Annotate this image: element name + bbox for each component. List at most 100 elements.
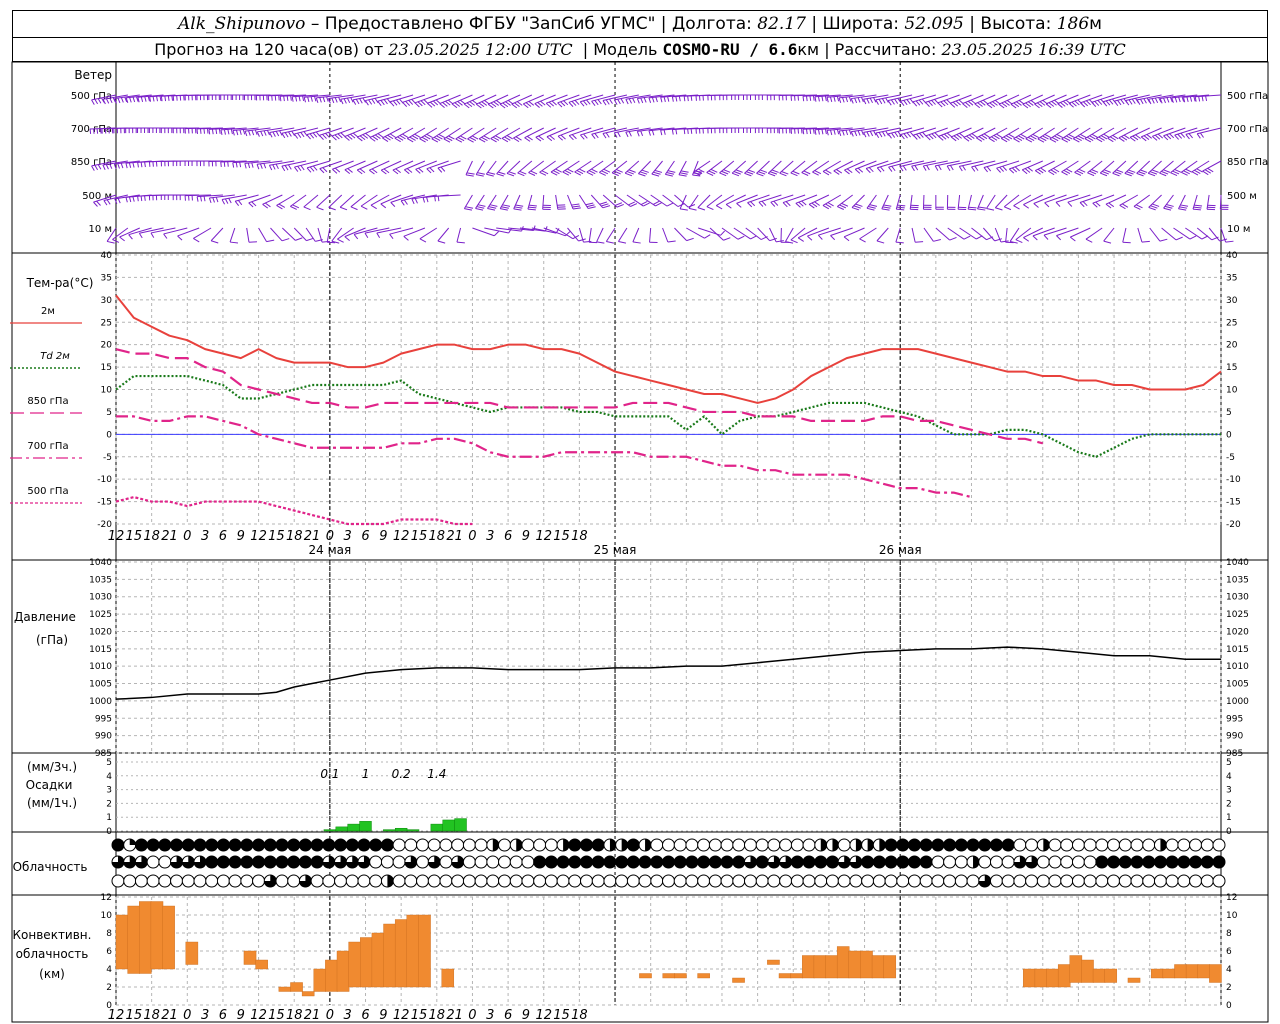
wind-barb-feather [850,131,854,137]
cloud-cover-symbol [720,855,734,869]
wind-barb-shaft [769,227,777,243]
wind-barb-feather [1107,137,1114,143]
wind-barb-feather [1202,170,1209,176]
conv-bar [1046,968,1059,988]
wind-barb-feather [1045,103,1052,109]
cloud-circle [943,874,957,888]
wind-barb-shaft [352,94,378,101]
wind-barb-shaft [588,227,592,243]
wind-barb-shaft [747,194,770,204]
wind-barb-feather [1065,135,1073,140]
wind-barb-feather [667,240,676,243]
cloud-cover-symbol [392,838,406,852]
wind-barb-shaft [959,160,984,167]
wind-barb-feather [881,208,890,211]
wind-barb-feather [679,208,688,211]
wind-barb-feather [340,132,346,138]
cloud-fill-half [387,875,394,887]
wind-barb-shaft [256,160,283,165]
wind-barb-feather [389,233,394,239]
cloud-circle [697,838,711,852]
wind-barb-feather [210,240,219,244]
wind-barb-shaft [797,227,818,239]
wind-barb-feather [471,135,479,140]
wind-barb [337,227,354,243]
temp-tick-right: 0 [1226,430,1232,440]
wind-barb-shaft [382,127,402,139]
wind-barb-shaft [1067,194,1091,203]
wind-barb-feather [408,99,414,105]
wind-barb-feather [620,98,625,104]
wind-barb [487,94,509,109]
wind-barb-feather [915,241,924,243]
wind-barb-feather [1023,237,1030,242]
cloud-cover-symbol [263,874,277,888]
cloud-cover-symbol [825,838,839,852]
wind-barb [550,160,568,176]
wind-barb-shaft [535,127,556,138]
cloud-circle [498,838,512,852]
wind-barb-feather [380,169,387,175]
wind-barb-shaft [306,160,331,169]
wind-barb-shaft [326,227,331,243]
wind-barb [562,160,580,176]
cloud-circle [568,874,582,888]
wind-barb-shaft [1137,94,1162,101]
wind-barb-feather [316,206,324,211]
wind-barb [822,194,842,210]
wind-barb-shaft [1174,127,1198,136]
conv-bar [290,982,303,992]
wind-barb [744,160,758,177]
temp-tick-left: -20 [97,520,112,530]
wind-barb-feather [1174,168,1182,173]
wind-barb-feather [328,131,333,137]
cloud-fill-full [533,856,546,868]
pressure-tick-left: 990 [95,732,112,742]
wind-barb-shaft [888,127,913,135]
wind-barb-feather [235,130,239,136]
cloud-circle [134,874,148,888]
cloud-circle [732,874,746,888]
wind-barb-shaft [280,94,307,97]
wind-barb-shaft [614,94,639,101]
wind-barb [1174,127,1198,140]
wind-barb-feather [433,136,441,142]
wind-barb-feather [895,241,904,244]
wind-barb [443,127,461,143]
cloud-circle [743,838,757,852]
cloud-fill-full [217,856,230,868]
wind-barb-feather [321,240,330,243]
wind-barb-feather [477,204,486,207]
wind-barb-feather [1109,136,1117,141]
wind-barb-shaft [103,194,128,201]
cloud-cover-symbol [1118,874,1132,888]
wind-barb-shaft [578,227,584,243]
cloud-cover-symbol [732,838,746,852]
wind-barb-shaft [782,194,806,204]
conv-hour-label: 6 [219,1008,227,1023]
temp-tick-left: 15 [101,363,112,373]
wind-barb-feather [1067,201,1073,207]
wind-barb-feather [814,129,817,135]
cloud-cover-symbol [298,874,312,888]
cloud-cover-symbol [626,874,640,888]
wind-barb [331,127,354,141]
wind-barb-feather [307,96,310,103]
wind-barb-feather [683,129,686,135]
temp-legend-label: 2м [41,306,55,317]
wind-barb-feather [331,97,335,104]
wind-barb [319,127,342,140]
wind-barb-feather [587,206,596,209]
cloud-fill-full [1095,856,1108,868]
cloud-cover-symbol [1189,838,1203,852]
wind-barb [674,194,696,208]
wind-barb [611,160,628,177]
wind-barb-feather [1159,238,1168,242]
wind-barb [935,194,944,210]
conv-bar [185,941,199,965]
wind-barb [731,127,758,134]
cloud-fill-half [516,839,523,851]
cloud-cover-symbol [1212,855,1226,869]
wind-barb-feather [469,101,475,106]
wind-barb-feather [888,166,893,172]
